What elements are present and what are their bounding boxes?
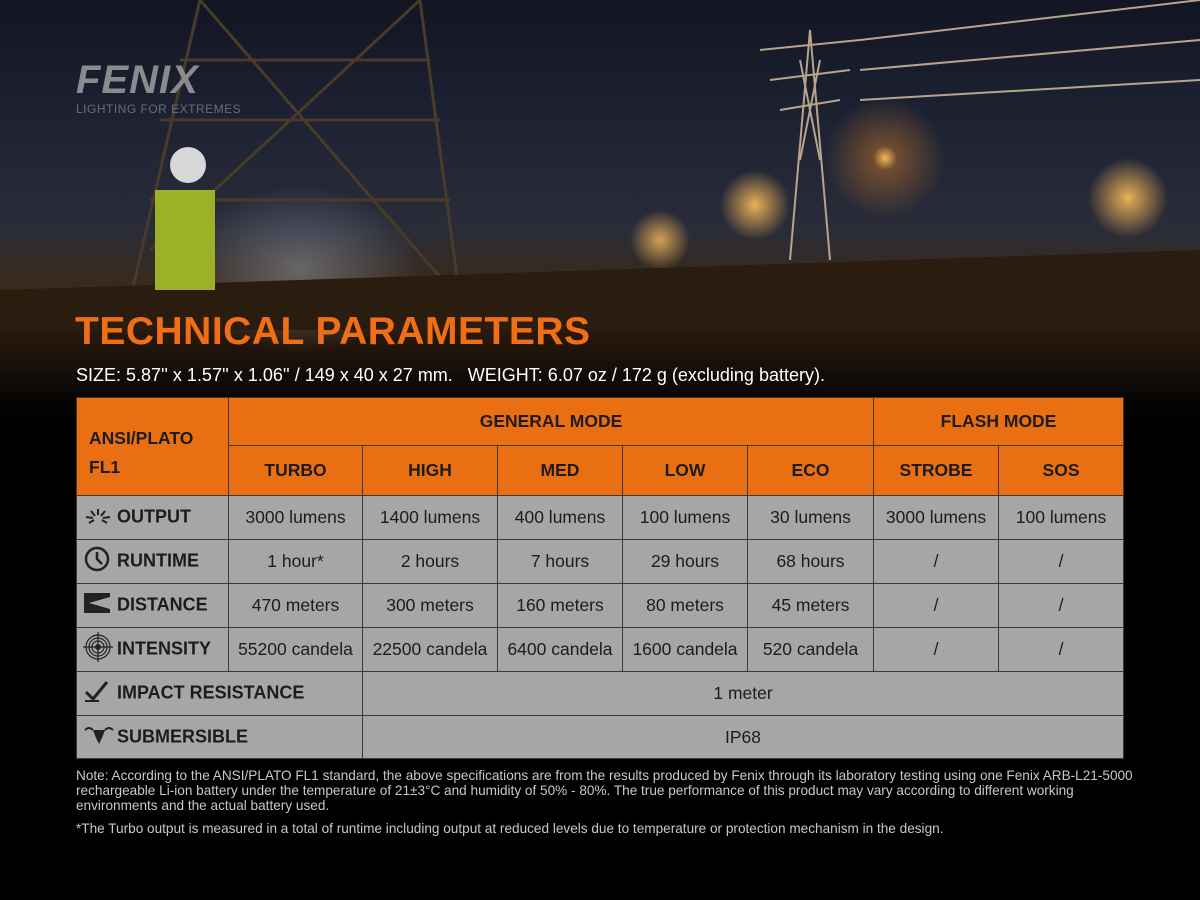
submersible-value: IP68 <box>361 715 1125 759</box>
corner-header: ANSI/PLATO FL1 <box>76 397 229 496</box>
spec-row-intensity: INTENSITY 55200 candela 22500 candela 6400 … <box>76 627 1125 672</box>
mode-header-eco: ECO <box>746 445 875 496</box>
size-weight-line: SIZE: 5.87'' x 1.57'' x 1.06'' / 149 x 4… <box>76 365 825 385</box>
impact-value: 1 meter <box>361 671 1125 716</box>
note-text: Note: According to the ANSI/PLATO FL1 st… <box>76 768 1133 813</box>
spec-cell: 400 lumens <box>497 495 623 540</box>
light-burst-icon <box>83 505 117 530</box>
row-label: DISTANCE <box>117 594 208 615</box>
row-label: OUTPUT <box>117 506 191 527</box>
spec-cell: / <box>873 583 1000 628</box>
row-label: RUNTIME <box>117 550 199 571</box>
spec-cell: 100 lumens <box>998 495 1125 540</box>
mode-header-strobe: STROBE <box>873 445 1000 496</box>
mode-header-low: LOW <box>622 445 748 496</box>
beam-distance-icon <box>83 592 117 619</box>
impact-icon <box>83 680 117 707</box>
spec-row-output: OUTPUT 3000 lumens 1400 lumens 400 lumens 10… <box>76 495 1125 540</box>
spec-cell: 1 hour* <box>228 539 363 584</box>
mode-header-turbo: TURBO <box>228 445 363 496</box>
spec-cell: 1400 lumens <box>362 495 498 540</box>
spec-cell: 7 hours <box>497 539 623 584</box>
spec-cell: 470 meters <box>228 583 363 628</box>
logo-name: FENIX <box>76 58 199 102</box>
spec-cell: 2 hours <box>362 539 498 584</box>
submersible-row: SUBMERSIBLE IP68 <box>76 715 1125 759</box>
spec-cell: 6400 candela <box>497 627 623 672</box>
logo-tagline: LIGHTING FOR EXTREMES <box>76 102 242 116</box>
spec-cell: 80 meters <box>622 583 748 628</box>
spec-cell: 100 lumens <box>622 495 748 540</box>
water-icon <box>83 724 117 751</box>
impact-row: IMPACT RESISTANCE 1 meter <box>76 671 1125 716</box>
row-header: OUTPUT <box>76 495 229 540</box>
spec-cell: 3000 lumens <box>228 495 363 540</box>
row-header: INTENSITY <box>76 627 229 672</box>
fenix-logo: FENIX LIGHTING FOR EXTREMES <box>76 60 241 116</box>
target-icon <box>83 632 117 667</box>
worker-vest <box>155 190 215 290</box>
spec-cell: 30 lumens <box>746 495 875 540</box>
spec-cell: / <box>998 627 1125 672</box>
spec-cell: 22500 candela <box>362 627 498 672</box>
page-title: TECHNICAL PARAMETERS <box>75 310 591 353</box>
spec-cell: 520 candela <box>746 627 875 672</box>
group-flash-mode: FLASH MODE <box>873 397 1125 446</box>
spec-cell: / <box>998 539 1125 584</box>
submersible-label: SUBMERSIBLE <box>117 725 249 746</box>
row-header: RUNTIME <box>76 539 229 584</box>
spec-cell: 300 meters <box>362 583 498 628</box>
spec-row-runtime: RUNTIME 1 hour* 2 hours 7 hours 29 hours 68 h… <box>76 539 1125 584</box>
row-header: DISTANCE <box>76 583 229 628</box>
mode-header-high: HIGH <box>362 445 498 496</box>
spec-cell: 55200 candela <box>228 627 363 672</box>
spec-cell: / <box>998 583 1125 628</box>
footnote-text: *The Turbo output is measured in a total… <box>76 821 944 836</box>
mode-header-sos: SOS <box>998 445 1125 496</box>
power-towers-silhouette <box>0 0 1200 330</box>
spec-cell: / <box>873 627 1000 672</box>
spec-cell: 68 hours <box>746 539 875 584</box>
spec-cell: 1600 candela <box>622 627 748 672</box>
spec-cell: 160 meters <box>497 583 623 628</box>
spec-row-distance: DISTANCE 470 meters 300 meters 160 meters 80… <box>76 583 1125 628</box>
spec-cell: / <box>873 539 1000 584</box>
spec-cell: 3000 lumens <box>873 495 1000 540</box>
group-general-mode: GENERAL MODE <box>227 397 875 446</box>
impact-label: IMPACT RESISTANCE <box>117 682 305 703</box>
spec-table: ANSI/PLATO FL1 GENERAL MODE FLASH MODE T… <box>76 397 1125 759</box>
mode-header-med: MED <box>497 445 623 496</box>
row-label: INTENSITY <box>117 638 212 659</box>
spec-cell: 29 hours <box>622 539 748 584</box>
spec-cell: 45 meters <box>746 583 875 628</box>
clock-icon <box>83 545 117 578</box>
